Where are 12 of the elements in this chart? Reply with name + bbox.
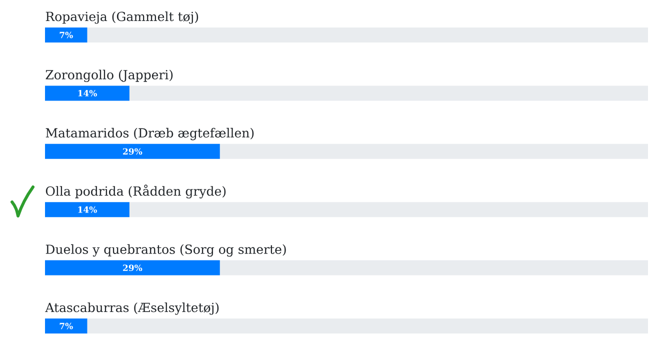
y-tick-label: Duelos y quebrantos (Sorg og smerte): [46, 244, 286, 257]
data-label: 14%: [78, 90, 97, 96]
data-label: 14%: [78, 206, 97, 213]
y-tick-label: Ropavieja (Gammelt tøj): [46, 12, 198, 24]
data-label: 29%: [123, 264, 142, 272]
data-label: 7%: [60, 322, 73, 330]
data-label: 29%: [123, 148, 142, 155]
y-tick-label: Zorongollo (Japperi): [46, 70, 173, 82]
data-label: 7%: [60, 32, 73, 38]
y-tick-label: Olla podrida (Rådden gryde): [46, 184, 226, 198]
y-tick-label: Matamaridos (Dræb ægtefællen): [46, 128, 254, 140]
y-tick-label: Atascaburras (Æselsyltetøj): [45, 302, 219, 315]
